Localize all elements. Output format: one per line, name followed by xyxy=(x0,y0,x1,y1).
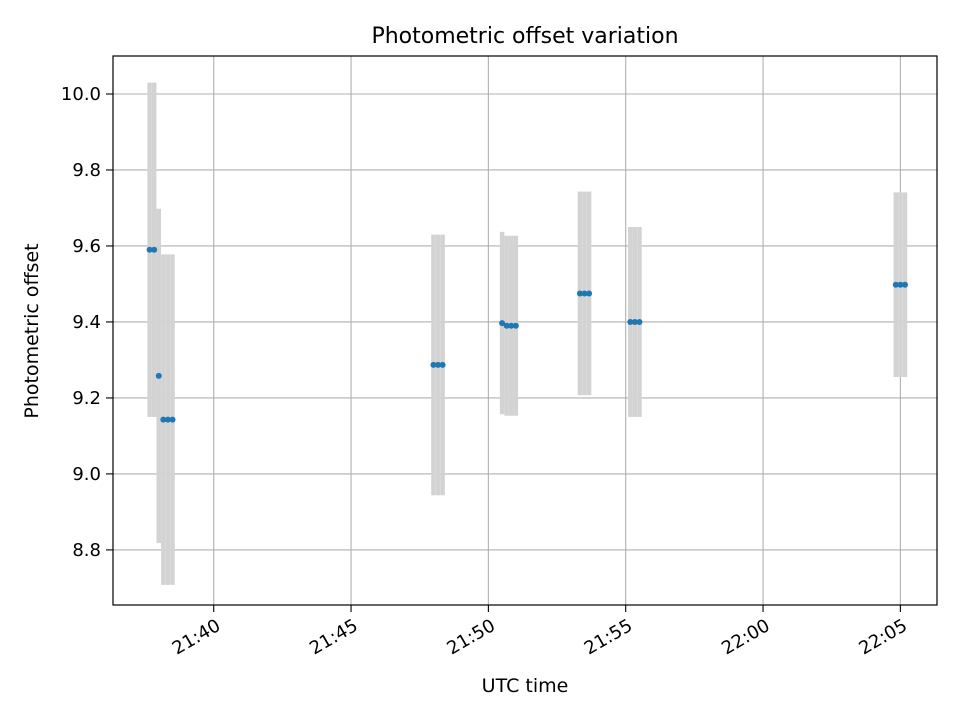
data-point xyxy=(581,290,588,297)
chart-title: Photometric offset variation xyxy=(371,24,678,49)
data-point xyxy=(892,281,899,288)
data-point xyxy=(627,318,634,325)
data-point xyxy=(435,361,442,368)
data-point xyxy=(508,322,515,329)
data-point xyxy=(146,246,153,253)
data-point xyxy=(636,318,643,325)
data-point xyxy=(897,281,904,288)
data-point xyxy=(586,290,593,297)
y-tick-label: 9.6 xyxy=(72,236,101,257)
y-tick-label: 9.8 xyxy=(72,160,101,181)
data-point xyxy=(439,361,446,368)
data-points xyxy=(146,246,908,423)
y-axis-ticks: 8.8 9.0 9.2 9.4 9.6 9.8 10.0 xyxy=(61,84,113,561)
y-axis-label: Photometric offset xyxy=(21,243,43,418)
y-tick-label: 9.0 xyxy=(72,464,101,485)
data-point xyxy=(155,372,162,379)
data-point xyxy=(430,361,437,368)
plot-area-frame xyxy=(112,55,938,606)
y-tick-label: 10.0 xyxy=(61,84,101,105)
data-point xyxy=(164,416,171,423)
data-point xyxy=(499,320,506,327)
y-tick-label: 9.2 xyxy=(72,388,101,409)
data-point xyxy=(512,322,519,329)
y-tick-label: 8.8 xyxy=(72,540,101,561)
y-tick-label: 9.4 xyxy=(72,312,101,333)
data-point xyxy=(631,318,638,325)
data-point xyxy=(576,290,583,297)
data-point xyxy=(169,416,176,423)
data-point xyxy=(503,322,510,329)
data-point xyxy=(160,416,167,423)
data-point xyxy=(901,281,908,288)
data-point xyxy=(151,246,158,253)
x-axis-label: UTC time xyxy=(482,675,569,697)
